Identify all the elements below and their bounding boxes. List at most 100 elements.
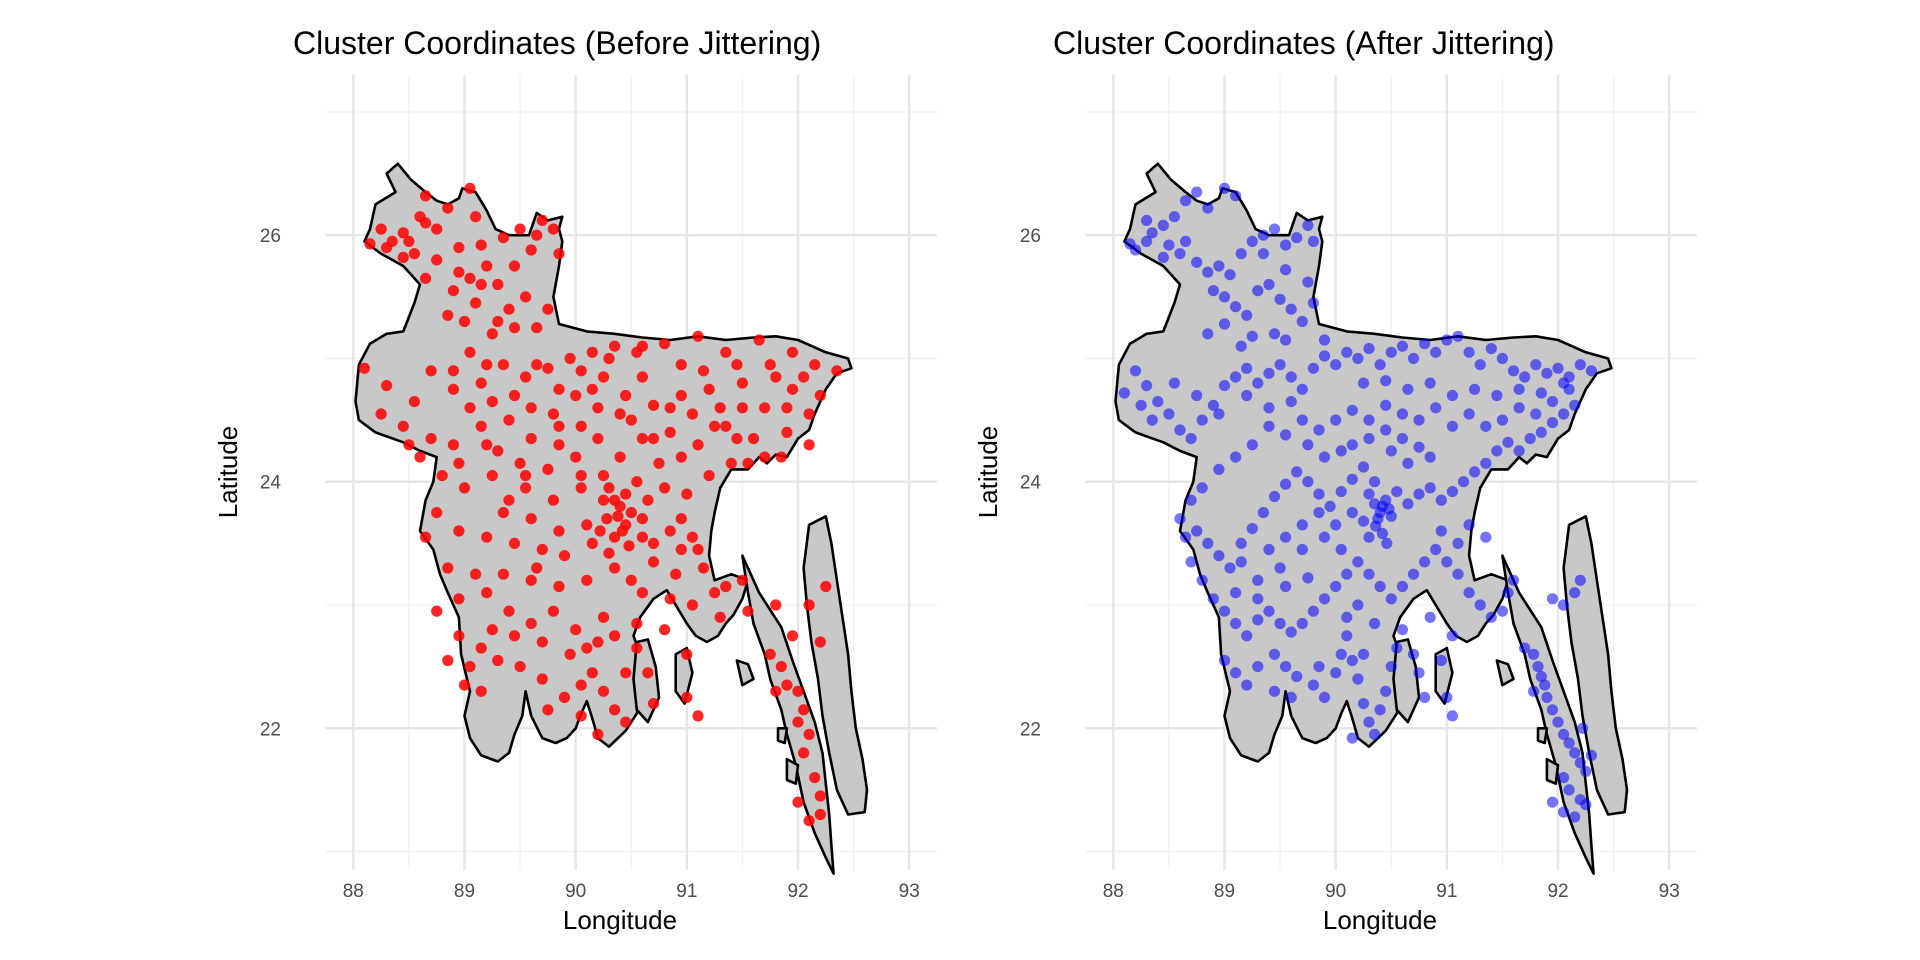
data-point — [1363, 716, 1375, 728]
data-point — [1196, 482, 1208, 494]
data-point — [436, 470, 448, 482]
data-point — [1446, 630, 1458, 642]
data-point — [1263, 605, 1275, 617]
data-point — [1435, 654, 1447, 667]
data-point — [1224, 269, 1236, 281]
data-point — [620, 716, 632, 728]
data-point — [475, 420, 487, 432]
data-point — [1157, 219, 1169, 231]
data-point — [486, 624, 498, 636]
data-point — [1474, 359, 1486, 371]
data-point — [1424, 451, 1436, 463]
data-point — [492, 278, 504, 291]
data-point — [525, 244, 537, 256]
data-point — [1129, 365, 1142, 377]
data-point — [1230, 371, 1242, 383]
data-point — [675, 543, 687, 556]
data-point — [586, 383, 598, 395]
data-point — [1341, 630, 1353, 642]
data-point — [1180, 235, 1192, 247]
data-point — [581, 642, 593, 654]
data-point — [703, 383, 715, 395]
y-tick-label: 22 — [1020, 719, 1041, 740]
data-point — [1519, 371, 1531, 383]
data-point — [731, 359, 743, 371]
data-point — [375, 223, 387, 235]
data-point — [525, 617, 537, 630]
data-point — [642, 494, 654, 506]
data-point — [1146, 414, 1158, 426]
x-tick-label: 93 — [1659, 881, 1680, 902]
data-point — [1280, 239, 1292, 251]
data-point — [1213, 260, 1225, 272]
data-point — [1280, 478, 1292, 490]
data-point — [709, 587, 721, 599]
data-point — [1585, 365, 1597, 377]
data-point — [1246, 330, 1258, 342]
data-point — [1202, 328, 1214, 340]
y-tick-label: 26 — [1020, 226, 1041, 247]
data-point — [1558, 599, 1570, 611]
data-point — [792, 716, 804, 728]
data-point — [798, 747, 810, 759]
data-point — [1296, 414, 1308, 426]
data-point — [1463, 519, 1475, 531]
data-point — [1407, 352, 1420, 365]
data-point — [1435, 525, 1447, 537]
data-point — [594, 525, 606, 537]
data-point — [1496, 414, 1508, 426]
x-axis-title: Longitude — [1323, 905, 1437, 935]
data-point — [1246, 439, 1258, 451]
data-point — [1530, 408, 1542, 420]
data-point — [697, 562, 710, 574]
data-point — [553, 420, 565, 432]
data-point — [586, 667, 598, 679]
data-point — [1141, 380, 1153, 392]
data-point — [1352, 352, 1364, 365]
data-point — [1519, 642, 1531, 654]
data-point — [408, 396, 420, 408]
data-point — [520, 470, 532, 482]
data-point — [786, 383, 799, 395]
data-point — [1385, 445, 1397, 457]
data-point — [1346, 439, 1358, 451]
data-point — [792, 796, 804, 808]
data-point — [1313, 488, 1325, 500]
data-point — [736, 574, 749, 586]
data-point — [736, 402, 749, 414]
data-point — [703, 470, 715, 482]
data-point — [1213, 550, 1225, 562]
data-point — [1335, 445, 1347, 457]
data-point — [1235, 248, 1247, 260]
data-point — [725, 457, 737, 469]
data-point — [603, 352, 615, 365]
data-point — [431, 506, 443, 519]
data-point — [1558, 377, 1570, 389]
data-point — [464, 661, 476, 673]
data-point — [364, 238, 376, 250]
data-point — [620, 488, 632, 500]
data-point — [1430, 402, 1442, 414]
data-point — [1430, 346, 1442, 358]
data-point — [1546, 704, 1559, 716]
data-point — [601, 513, 613, 525]
data-point — [442, 309, 454, 321]
data-point — [458, 315, 471, 328]
data-point — [570, 389, 582, 402]
data-point — [1235, 556, 1247, 568]
data-point — [1285, 371, 1297, 383]
data-point — [1296, 315, 1308, 328]
data-point — [1546, 396, 1559, 408]
data-point — [525, 433, 537, 445]
data-point — [1569, 399, 1581, 411]
data-point — [781, 426, 793, 438]
data-point — [1535, 387, 1547, 399]
data-point — [447, 365, 459, 377]
data-point — [1313, 661, 1325, 673]
data-point — [1363, 488, 1375, 500]
basemap — [354, 162, 869, 875]
data-point — [664, 402, 676, 414]
data-point — [1558, 806, 1570, 818]
data-point — [1235, 537, 1247, 550]
data-point — [681, 488, 693, 500]
